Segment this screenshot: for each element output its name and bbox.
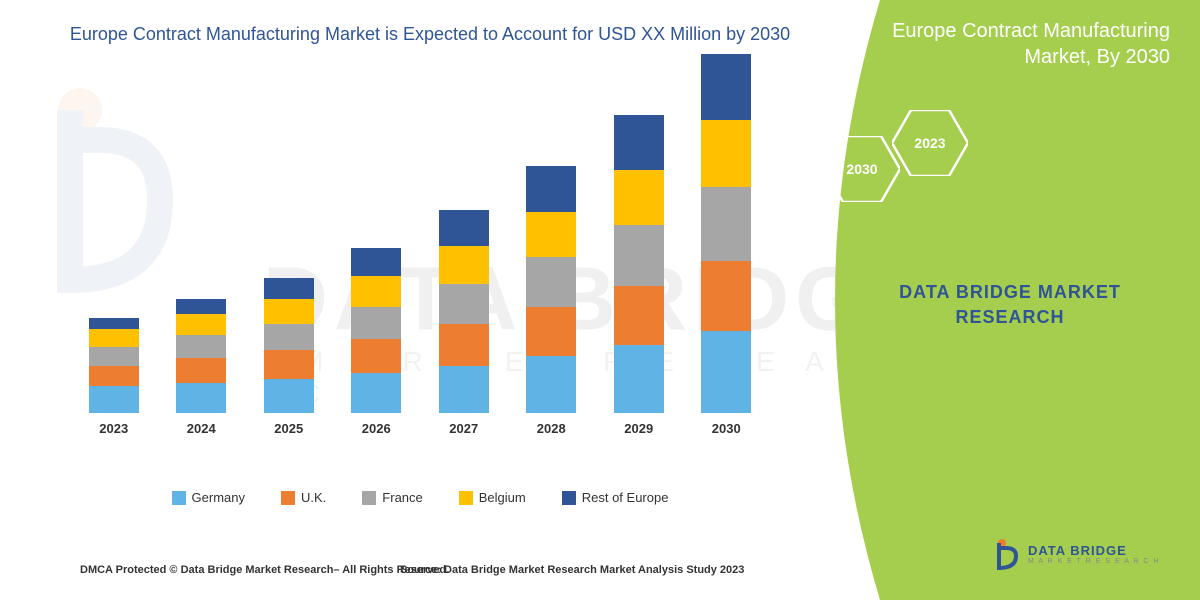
bar-segment [526,257,576,306]
bar-column: 2028 [526,166,576,436]
legend-label: U.K. [301,490,326,505]
legend-label: Germany [192,490,245,505]
legend-swatch [281,491,295,505]
brand-text: DATA BRIDGE MARKET RESEARCH [860,280,1160,330]
bar-segment [264,299,314,324]
bar-year-label: 2023 [99,421,128,436]
bar-segment [176,299,226,314]
bar-year-label: 2027 [449,421,478,436]
bar-stack [176,299,226,413]
bar-segment [701,261,751,331]
legend-swatch [459,491,473,505]
bar-segment [264,324,314,351]
bar-segment [614,225,664,286]
bar-column: 2023 [89,318,139,436]
chart-title: Europe Contract Manufacturing Market is … [60,22,800,46]
bar-column: 2030 [701,54,751,436]
bar-stack [439,210,489,413]
legend-label: Rest of Europe [582,490,669,505]
bar-segment [526,212,576,258]
bar-segment [439,324,489,366]
bar-stack [701,54,751,413]
bar-segment [526,356,576,413]
bar-segment [701,120,751,187]
bar-container: 2023 2024 2025 2026 2027 2028 2029 2030 [70,90,770,436]
legend-swatch [362,491,376,505]
logo-bottom: DATA BRIDGE M A R K E T R E S E A R C H [994,538,1160,570]
right-panel-title: Europe Contract Manufacturing Market, By… [860,18,1170,70]
page-root: DATA BRIDGE M A R K E T R E S E A R C H … [0,0,1200,600]
bar-segment [439,210,489,246]
legend-swatch [172,491,186,505]
bar-column: 2024 [176,299,226,436]
bar-stack [351,248,401,413]
bar-year-label: 2026 [362,421,391,436]
bar-segment [701,187,751,261]
legend-item: Germany [172,490,245,505]
logo-sub: M A R K E T R E S E A R C H [1028,558,1160,565]
bar-segment [89,347,139,366]
logo-text-wrap: DATA BRIDGE M A R K E T R E S E A R C H [1028,543,1160,565]
legend-item: France [362,490,422,505]
bar-segment [89,386,139,413]
bar-segment [264,379,314,413]
bar-segment [439,284,489,324]
bar-segment [351,339,401,373]
legend-item: Rest of Europe [562,490,669,505]
legend-item: U.K. [281,490,326,505]
bar-segment [176,335,226,358]
bar-segment [351,307,401,339]
bar-segment [264,278,314,299]
bar-segment [176,383,226,413]
bar-segment [701,54,751,121]
legend: Germany U.K. France Belgium Rest of Europe [70,490,770,505]
hex-2030-label: 2030 [824,161,900,177]
bar-column: 2026 [351,248,401,436]
bar-year-label: 2029 [624,421,653,436]
footer-dmca: DMCA Protected © Data Bridge Market Rese… [80,564,449,576]
bar-segment [614,115,664,170]
bar-segment [701,331,751,413]
bar-segment [614,170,664,225]
bar-segment [89,318,139,329]
footer-source: Source: Data Bridge Market Research Mark… [400,564,744,576]
logo-mark-icon [994,538,1022,570]
bar-segment [89,366,139,387]
bar-segment [351,373,401,413]
bar-year-label: 2028 [537,421,566,436]
bar-stack [264,278,314,413]
bar-segment [351,276,401,306]
legend-label: France [382,490,422,505]
legend-item: Belgium [459,490,526,505]
bar-stack [614,115,664,413]
bar-segment [264,350,314,379]
bar-segment [351,248,401,277]
bar-segment [526,307,576,356]
bar-segment [439,246,489,284]
bar-column: 2027 [439,210,489,436]
bar-segment [439,366,489,414]
bar-year-label: 2025 [274,421,303,436]
logo-brand: DATA BRIDGE [1028,543,1160,558]
legend-label: Belgium [479,490,526,505]
bar-stack [89,318,139,413]
hex-2023-label: 2023 [892,135,968,151]
chart-area: 2023 2024 2025 2026 2027 2028 2029 2030 [70,90,770,460]
bar-segment [614,345,664,413]
bar-year-label: 2024 [187,421,216,436]
bar-segment [614,286,664,345]
bar-column: 2025 [264,278,314,436]
bar-segment [89,329,139,346]
bar-segment [526,166,576,212]
bar-segment [176,358,226,383]
legend-swatch [562,491,576,505]
bar-segment [176,314,226,335]
bar-stack [526,166,576,413]
bar-year-label: 2030 [712,421,741,436]
bar-column: 2029 [614,115,664,436]
